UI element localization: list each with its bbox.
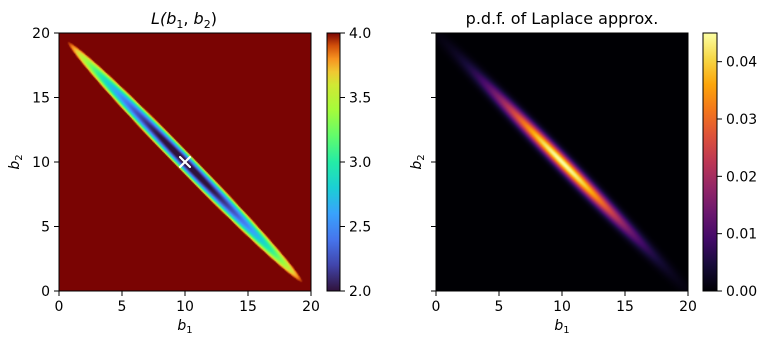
left-y-tick-label: 10 bbox=[32, 155, 50, 171]
right-x-axis-label: b1 bbox=[554, 318, 569, 336]
left-colorbar-tick-label: 2.5 bbox=[349, 220, 371, 236]
right-y-axis-ticks bbox=[431, 32, 436, 292]
left-y-tick-label: 15 bbox=[32, 91, 50, 107]
right-x-tick-label: 0 bbox=[432, 299, 441, 315]
right-colorbar-tick-label: 0.01 bbox=[726, 227, 757, 243]
left-y-axis-label: b2 bbox=[7, 154, 25, 169]
right-colorbar-ticks: 0.00 0.01 0.02 0.03 0.04 bbox=[717, 55, 757, 300]
left-colorbar-ticks: 2.0 2.5 3.0 3.5 4.0 bbox=[340, 26, 371, 300]
right-x-tick-label: 5 bbox=[495, 299, 504, 315]
left-y-tick-label: 0 bbox=[41, 284, 50, 300]
left-y-tick-label: 20 bbox=[32, 26, 50, 42]
left-y-axis-ticks: 0 5 10 15 20 bbox=[32, 26, 59, 300]
right-chart: p.d.f. of Laplace approx. 0 5 10 15 20 b1 b2… bbox=[409, 9, 757, 336]
left-colorbar bbox=[326, 32, 341, 292]
optimum-marker-stroke bbox=[178, 155, 192, 169]
right-colorbar bbox=[702, 32, 718, 292]
right-x-tick-label: 10 bbox=[553, 299, 571, 315]
left-x-axis-ticks: 0 5 10 15 20 bbox=[55, 291, 320, 315]
right-x-axis-ticks: 0 5 10 15 20 bbox=[432, 291, 697, 315]
left-x-tick-label: 0 bbox=[55, 299, 64, 315]
left-x-tick-label: 5 bbox=[118, 299, 127, 315]
left-colorbar-tick-label: 4.0 bbox=[349, 26, 371, 42]
right-chart-title: p.d.f. of Laplace approx. bbox=[466, 9, 659, 28]
left-colorbar-tick-label: 3.0 bbox=[349, 155, 371, 171]
right-colorbar-tick-label: 0.00 bbox=[726, 284, 757, 300]
optimum-marker bbox=[178, 155, 192, 169]
left-chart-title: L(b1, b2) bbox=[151, 9, 217, 31]
right-colorbar-tick-label: 0.02 bbox=[726, 169, 757, 185]
left-colorbar-tick-label: 2.0 bbox=[349, 284, 371, 300]
right-y-axis-label: b2 bbox=[409, 154, 427, 169]
left-x-tick-label: 15 bbox=[239, 299, 257, 315]
left-x-tick-label: 10 bbox=[176, 299, 194, 315]
right-colorbar-tick-label: 0.04 bbox=[726, 55, 757, 71]
left-x-tick-label: 20 bbox=[302, 299, 320, 315]
right-x-tick-label: 20 bbox=[679, 299, 697, 315]
left-x-axis-label: b1 bbox=[177, 318, 192, 336]
right-heatmap-image bbox=[436, 33, 688, 291]
left-colorbar-tick-label: 3.5 bbox=[349, 91, 371, 107]
right-x-tick-label: 15 bbox=[616, 299, 634, 315]
left-chart: L(b1, b2) 0 5 10 15 20 0 5 10 15 20 b1 b2 2.0 2.5… bbox=[7, 9, 371, 336]
left-y-tick-label: 5 bbox=[41, 220, 50, 236]
right-colorbar-tick-label: 0.03 bbox=[726, 112, 757, 128]
